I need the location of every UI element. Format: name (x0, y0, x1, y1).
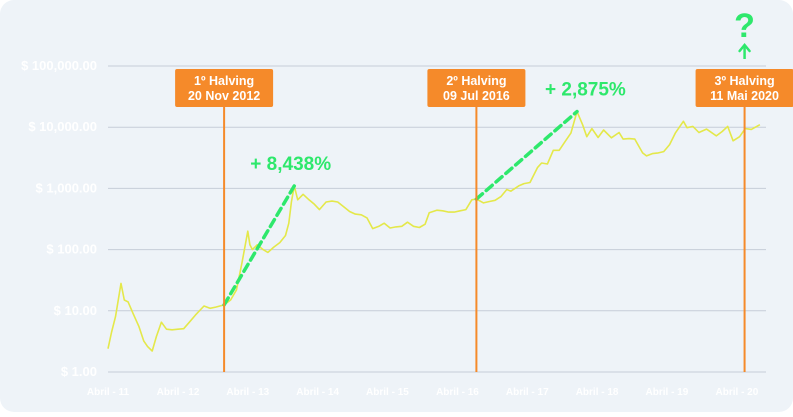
grid-layer (108, 65, 766, 373)
halving-box-bg (695, 69, 793, 107)
halving-box-bg (427, 69, 526, 107)
halving-date: 09 Jul 2016 (443, 89, 510, 103)
halving-title: 3º Halving (715, 74, 775, 88)
x-tick-label: Abril - 12 (157, 387, 200, 398)
trend-line (474, 109, 579, 201)
y-tick-label: $ 1.00 (61, 364, 97, 379)
gain-label: + 8,438% (250, 154, 331, 175)
halving-date: 11 Mai 2020 (710, 89, 779, 103)
x-tick-label: Abril - 13 (226, 387, 269, 398)
x-tick-label: Abril - 14 (296, 387, 339, 398)
y-tick-label: $ 10.00 (54, 303, 97, 318)
x-tick-label: Abril - 18 (576, 387, 619, 398)
y-tick-label: $ 100,000.00 (21, 58, 97, 73)
x-axis-ticks: Abril - 11 Abril - 12 Abril - 13 Abril - 14… (87, 387, 759, 398)
x-tick-label: Abril - 15 (366, 387, 409, 398)
price-line (107, 110, 761, 352)
y-tick-label: $ 100.00 (46, 242, 97, 257)
gain-label: + 2,875% (545, 80, 626, 101)
question-mark: ? (734, 7, 755, 45)
x-tick-label: Abril - 20 (716, 387, 759, 398)
halving-box-bg (175, 69, 274, 107)
x-tick-label: Abril - 19 (646, 387, 689, 398)
y-axis-ticks: $ 1.00 $ 10.00 $ 100.00 $ 1,000.00 $ 10,000.… (21, 58, 97, 379)
halving-date: 20 Nov 2012 (188, 89, 260, 103)
x-tick-label: Abril - 16 (436, 387, 479, 398)
series-layer (107, 110, 761, 352)
up-arrow-head-icon (738, 43, 751, 53)
x-tick-label: Abril - 11 (87, 387, 130, 398)
halving-title: 2º Halving (446, 74, 506, 88)
trend-layer: + 8,438% + 2,875% (222, 80, 626, 307)
y-tick-label: $ 1,000.00 (36, 180, 97, 195)
x-tick-label: Abril - 17 (506, 387, 549, 398)
halving-title: 1º Halving (194, 74, 254, 88)
trend-line (222, 184, 297, 307)
y-tick-label: $ 10,000.00 (28, 119, 97, 134)
